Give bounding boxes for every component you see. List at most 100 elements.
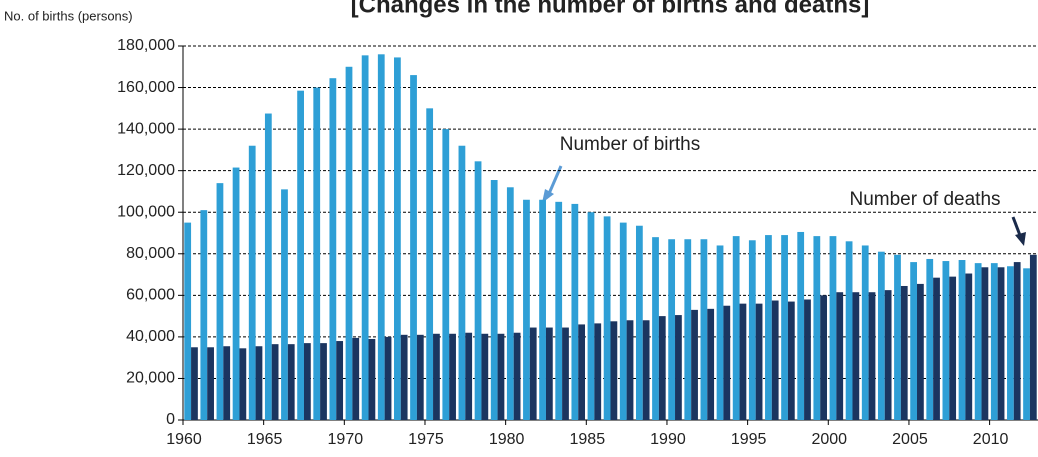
bar [329, 78, 337, 420]
bar [829, 236, 837, 420]
bar [748, 240, 756, 420]
bar [1023, 268, 1030, 420]
arrow [542, 165, 1026, 246]
bar [255, 346, 263, 420]
bar [813, 236, 821, 420]
bar [368, 338, 376, 420]
bar [281, 189, 288, 420]
x-tick-label: 1965 [247, 431, 283, 448]
bar [497, 333, 505, 420]
x-tick-label: 2005 [892, 431, 928, 448]
bar [394, 57, 401, 421]
bar [739, 303, 747, 420]
bar [926, 258, 934, 420]
bar [845, 241, 853, 420]
x-tick-label: 1995 [731, 431, 767, 448]
bar [868, 292, 876, 420]
bar [894, 254, 901, 420]
bar [700, 239, 708, 420]
bar [481, 333, 489, 420]
bar [668, 239, 676, 420]
bar [426, 108, 434, 420]
bar [578, 324, 586, 420]
bar [239, 348, 247, 420]
bar [458, 145, 466, 420]
bar [248, 145, 256, 420]
y-tick-label: 40,000 [126, 328, 175, 345]
bar [384, 336, 392, 420]
bar [626, 320, 634, 420]
bar [490, 180, 498, 420]
x-tick-label: 1970 [328, 431, 364, 448]
bar [804, 299, 811, 420]
bar [652, 237, 659, 420]
y-tick-label: 100,000 [117, 203, 175, 220]
bar [981, 267, 989, 420]
bar [781, 235, 788, 420]
bar [852, 292, 860, 420]
bar [184, 222, 192, 420]
bar [997, 267, 1005, 420]
bar [797, 231, 805, 420]
bar [361, 55, 369, 420]
bar [513, 332, 521, 420]
x-tick-label: 2010 [973, 431, 1009, 448]
bar [191, 347, 198, 420]
bar [603, 216, 611, 420]
bar [836, 292, 844, 420]
bar [1029, 254, 1037, 420]
annotation: Number of deaths [849, 189, 1000, 210]
bar [465, 332, 473, 420]
bar [410, 75, 417, 420]
bar [974, 263, 982, 420]
y-tick-label: 160,000 [117, 79, 175, 96]
bar [449, 333, 456, 420]
y-tick-label: 80,000 [126, 245, 175, 262]
bar [884, 290, 892, 420]
x-tick-label: 1985 [570, 431, 606, 448]
bar [352, 337, 360, 420]
bar [635, 225, 643, 420]
x-tick-label: 1960 [166, 431, 202, 448]
bar [642, 320, 650, 420]
bar [910, 262, 918, 420]
bar [707, 308, 715, 420]
x-tick-label: 2000 [811, 431, 847, 448]
bar [523, 199, 530, 420]
bar [610, 321, 618, 420]
bar [691, 309, 698, 420]
bar [223, 346, 231, 420]
bar [313, 87, 321, 421]
bar [716, 245, 724, 420]
bar [820, 295, 827, 420]
bar [345, 66, 353, 421]
y-tick-label: 0 [166, 411, 175, 428]
bar [506, 187, 514, 420]
bar [529, 327, 537, 420]
bar [755, 303, 763, 420]
bar [958, 260, 966, 420]
y-tick-label: 20,000 [126, 370, 175, 387]
bar [787, 301, 795, 420]
bar [539, 199, 546, 420]
bar [271, 344, 279, 420]
bar [216, 183, 224, 420]
bar [942, 261, 950, 420]
y-tick-label: 140,000 [117, 120, 175, 137]
bar [287, 344, 295, 420]
bar [1013, 262, 1021, 420]
bar [771, 300, 779, 420]
bar [433, 333, 440, 420]
bar [587, 212, 595, 420]
bar [200, 210, 208, 420]
x-tick-label: 1980 [489, 431, 525, 448]
bar [965, 273, 973, 420]
bar [861, 245, 869, 420]
bar [377, 54, 385, 421]
bar [207, 347, 214, 420]
bar [416, 334, 424, 420]
bar [675, 315, 682, 420]
bar [474, 161, 482, 421]
bar [619, 222, 627, 420]
